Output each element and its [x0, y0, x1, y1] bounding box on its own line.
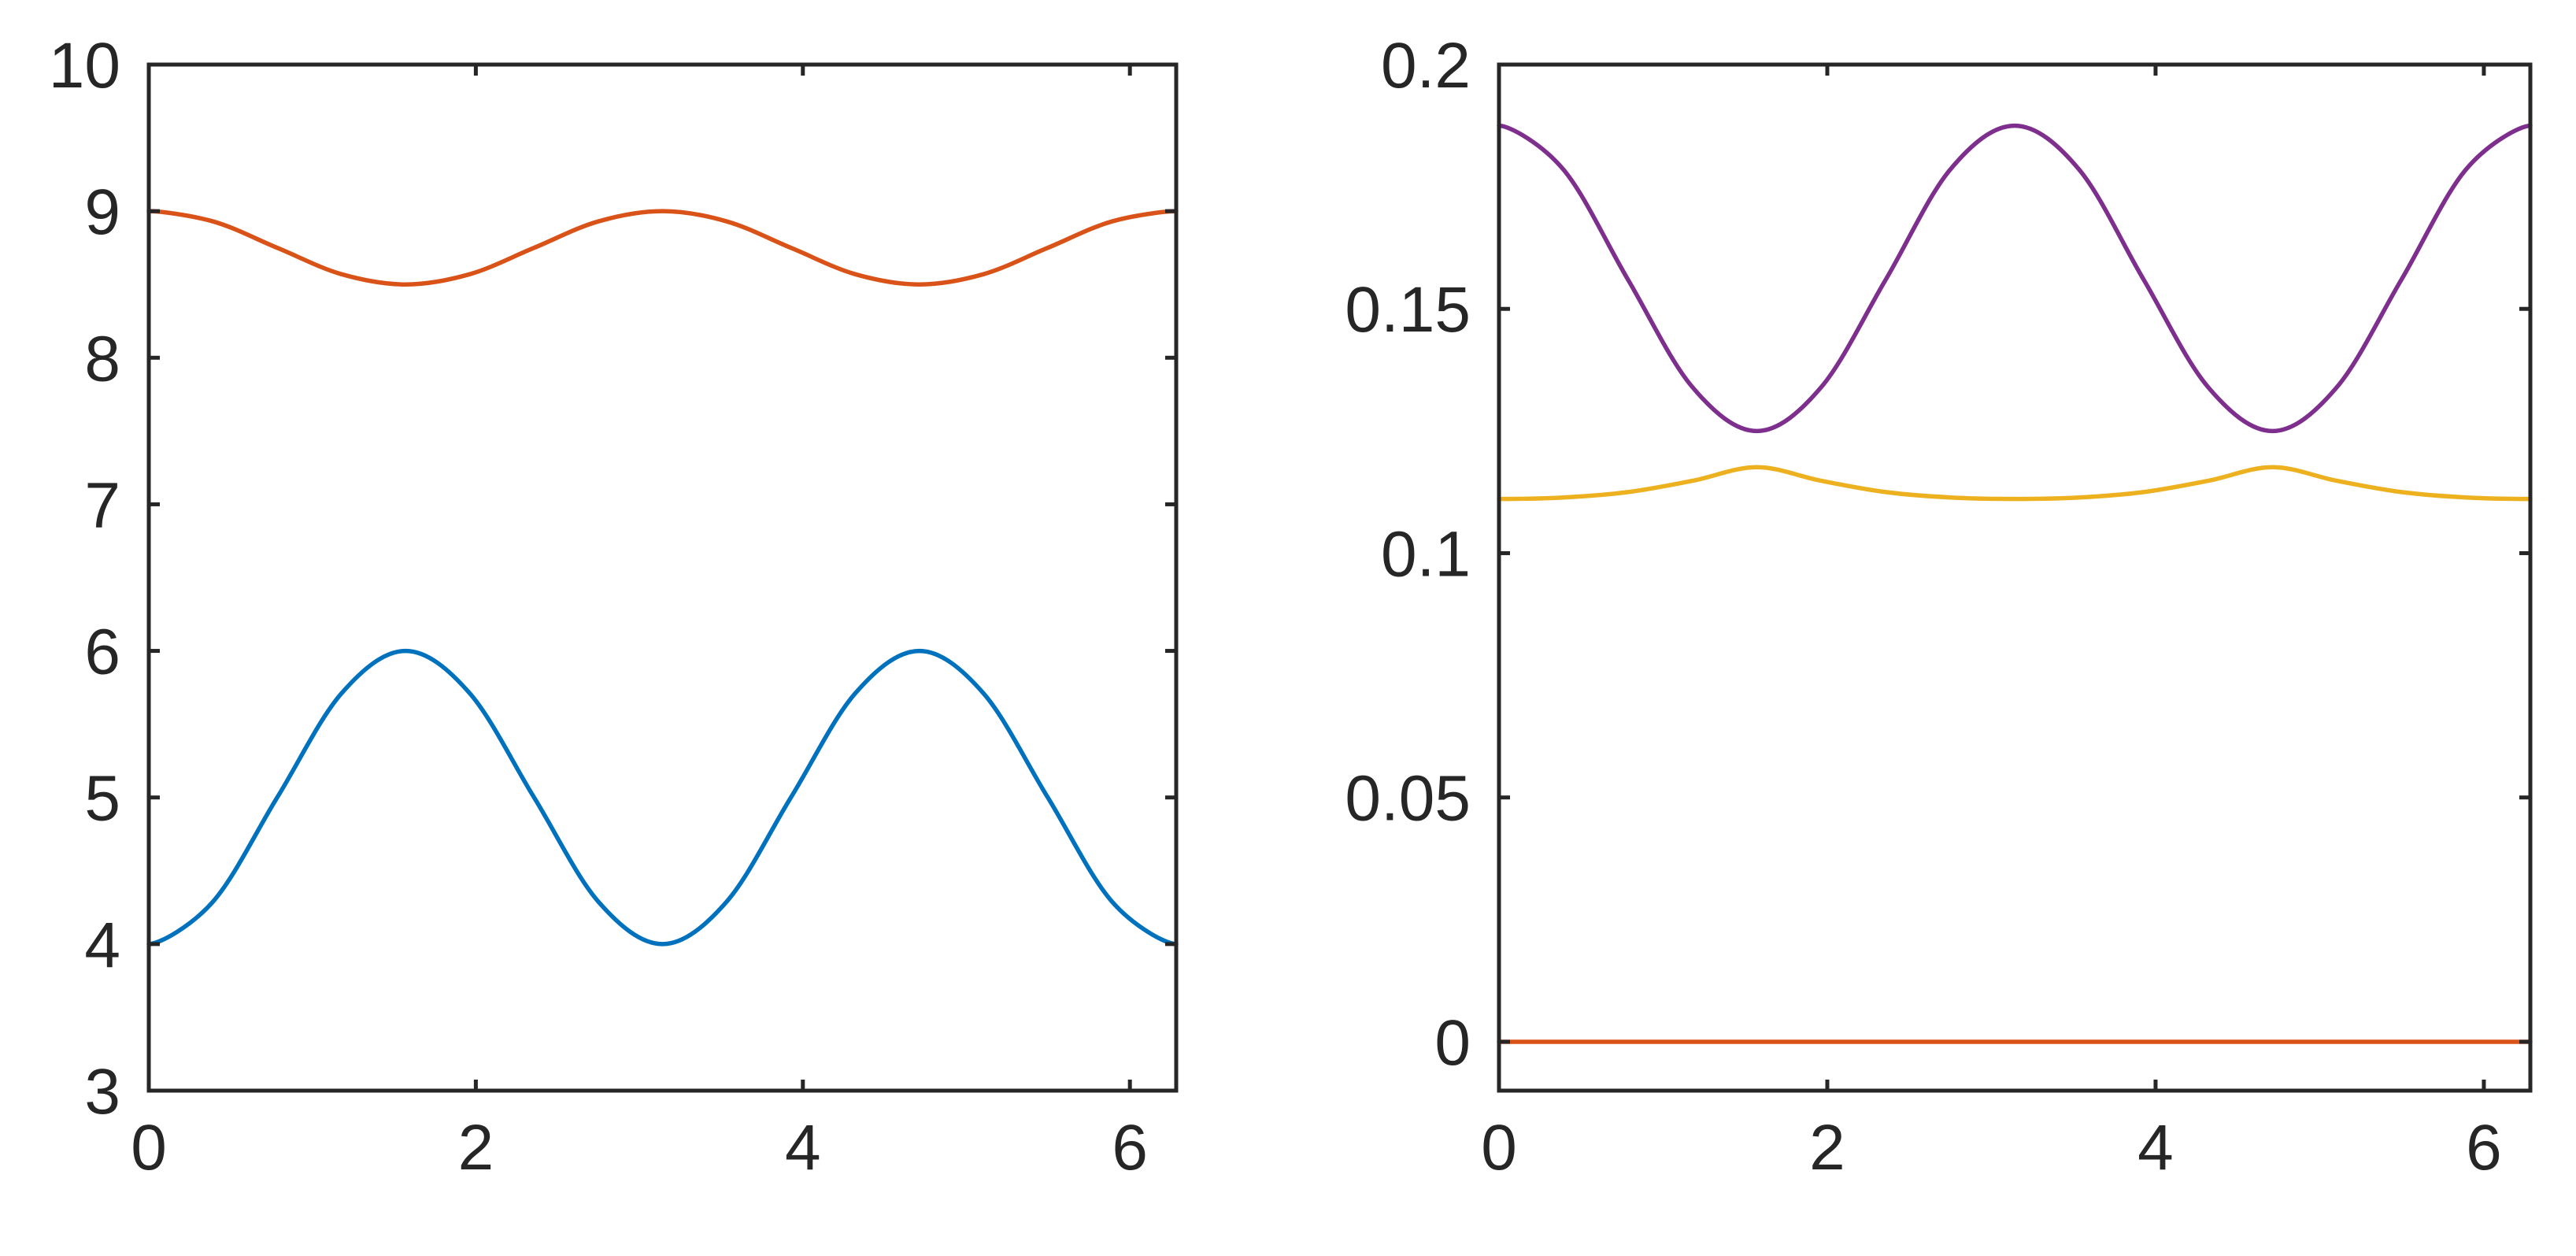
right-y-tick-label: 0 — [1434, 1007, 1471, 1079]
left-y-tick-label: 10 — [49, 30, 120, 102]
right-series-line-2 — [1497, 465, 2533, 502]
right-x-tick-label: 6 — [2466, 1112, 2502, 1184]
left-y-tick-label: 6 — [84, 617, 120, 688]
left-x-tick-label: 4 — [785, 1112, 821, 1184]
right-y-tick-label: 0.1 — [1381, 518, 1471, 590]
right-series-line-1 — [1497, 123, 2533, 434]
left-y-tick-label: 4 — [84, 910, 120, 981]
right-y-tick-label: 0.15 — [1345, 274, 1471, 346]
left-series-line-1 — [146, 648, 1179, 947]
right-y-tick-label: 0.05 — [1345, 763, 1471, 835]
right-x-tick-label: 2 — [1809, 1112, 1845, 1184]
left-y-tick-label: 3 — [84, 1056, 120, 1128]
left-y-tick-label: 9 — [84, 176, 120, 248]
left-x-tick-label: 6 — [1112, 1112, 1148, 1184]
left-y-tick-label: 5 — [84, 763, 120, 835]
left-y-tick-label: 7 — [84, 469, 120, 541]
right-y-tick-label: 0.2 — [1381, 30, 1471, 102]
right-x-tick-label: 0 — [1481, 1112, 1517, 1184]
right-axes-frame — [1497, 62, 2533, 1093]
left-chart-panel: 0 2 4 6 3 4 5 6 7 8 9 10 — [49, 30, 1179, 1184]
left-axes-frame — [146, 62, 1179, 1093]
left-x-tick-label: 2 — [458, 1112, 494, 1184]
left-y-tick-label: 8 — [84, 323, 120, 395]
left-x-tick-label: 0 — [131, 1112, 167, 1184]
right-x-tick-label: 4 — [2137, 1112, 2174, 1184]
right-chart-panel: 0 2 4 6 0 0.05 0.1 0.15 0.2 — [1345, 30, 2533, 1184]
left-series-line-2 — [146, 209, 1179, 287]
